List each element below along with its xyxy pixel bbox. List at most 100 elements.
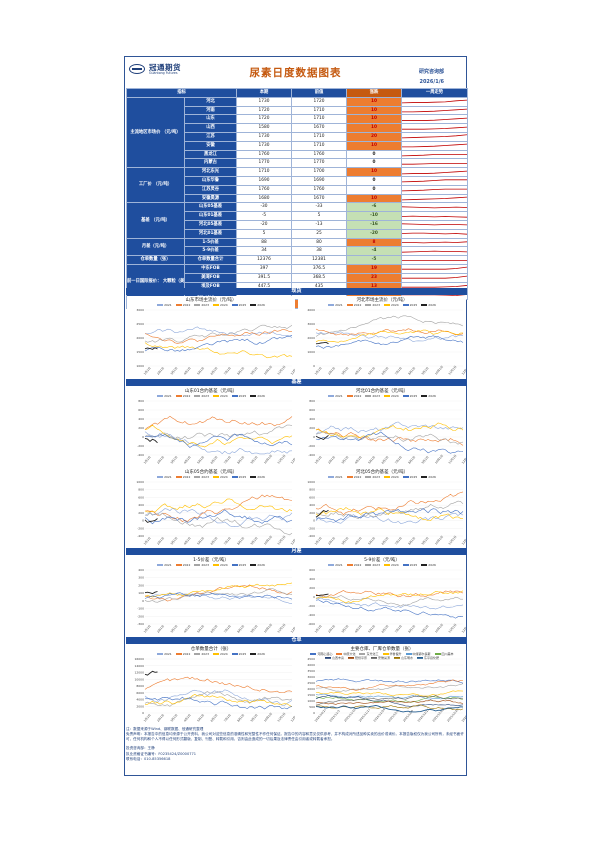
- section-warehouse: 仓单: [126, 637, 467, 644]
- x-tick-label: 11月1日: [447, 623, 457, 634]
- legend-item: 2025: [231, 303, 246, 307]
- series-line: [315, 421, 464, 435]
- x-tick-label: 11月1日: [276, 535, 286, 546]
- legend-item: 2024: [213, 563, 228, 567]
- change-value: 10: [346, 96, 402, 107]
- y-tick-label: 0: [313, 595, 315, 599]
- chart-title: 5-9价差（元/吨）: [364, 558, 400, 563]
- series-line: [144, 326, 293, 338]
- x-tick-label: 7月1日: [394, 624, 403, 634]
- legend-item: 东光化工: [359, 652, 379, 656]
- chart-title: 河北05合约基差（元/吨）: [355, 470, 409, 475]
- table-row: 月差（元/吨） 1-5价差 88 80 8: [126, 237, 468, 257]
- sparkline-line: [402, 196, 467, 201]
- weekly-trend-sparkline: [401, 237, 468, 248]
- x-tick-label: 9月1日: [421, 536, 430, 546]
- sparkline-line: [402, 241, 467, 244]
- x-tick-label: 4月1日: [183, 624, 192, 634]
- sparkline-line: [402, 206, 467, 209]
- x-tick-label: 11月1日: [276, 623, 286, 634]
- chart-legend: 2021 2022 2023 2024 2025 2026: [127, 475, 295, 479]
- weekly-trend-sparkline: [401, 219, 468, 230]
- x-tick-label: 10月1日: [434, 454, 444, 465]
- y-tick-label: 200: [309, 426, 315, 430]
- legend-item: 2026: [421, 394, 436, 398]
- chart-basis-hebei-05: 河北05合约基差（元/吨） 2021 2022 2023 2024 2025 2026 100…: [298, 468, 466, 548]
- x-tick-label: 6月1日: [381, 536, 390, 546]
- change-value: -4: [346, 246, 402, 257]
- row-indicator-name: 仓单数量合计: [184, 255, 237, 265]
- legend-item: 2026: [421, 563, 436, 567]
- previous-value: 1670: [291, 193, 347, 204]
- series-line: [315, 599, 464, 619]
- weekly-trend-sparkline: [401, 131, 468, 142]
- x-tick-label: 10月1日: [263, 535, 273, 546]
- change-value: 10: [346, 114, 402, 125]
- current-value: 1720: [236, 105, 292, 116]
- x-tick-label: 12月1日: [290, 365, 295, 376]
- series-line: [144, 329, 292, 344]
- y-tick-label: 800: [309, 488, 315, 492]
- legend-item: 2026: [250, 394, 265, 398]
- chart-legend: 2021 2022 2023 2024 2025 2026: [127, 394, 295, 398]
- sparkline-line: [402, 170, 467, 174]
- x-tick-label: 1月1日: [143, 536, 152, 546]
- weekly-trend-sparkline: [401, 96, 468, 107]
- series-line: [315, 500, 464, 520]
- x-tick-label: 9月1日: [250, 536, 259, 546]
- series-line: [144, 694, 293, 708]
- series-line: [315, 590, 464, 598]
- footer-author: 投资咨询部：王静: [126, 746, 155, 750]
- series-line: [315, 704, 464, 713]
- x-tick-label: 2月1日: [327, 536, 336, 546]
- x-tick-label: 4月1日: [354, 366, 363, 376]
- y-tick-label: 1000: [307, 480, 315, 484]
- previous-value: 1760: [291, 184, 347, 195]
- legend-item: 2022: [175, 394, 190, 398]
- previous-value: 12381: [291, 255, 347, 265]
- y-tick-label: -200: [137, 526, 144, 530]
- y-tick-label: 600: [138, 408, 144, 412]
- row-indicator-name: 黑龙江: [184, 149, 237, 160]
- weekly-trend-sparkline: [401, 175, 468, 186]
- change-value: 23: [346, 272, 402, 283]
- sparkline-line: [402, 143, 467, 148]
- y-tick-label: 4000: [307, 308, 315, 312]
- y-tick-label: 1500: [136, 350, 144, 354]
- sparkline-line: [402, 117, 467, 121]
- y-tick-label: -400: [308, 534, 315, 538]
- chart-title: 山东01合约基差（元/吨）: [184, 389, 238, 394]
- notes-block: 注：数据来源于Wind、钢联数据、冠通研究整理 免责声明：本报告中的信息均来源于…: [126, 726, 467, 742]
- legend-item: 2025: [402, 475, 417, 479]
- series-line: [144, 433, 293, 448]
- y-tick-label: 0: [142, 711, 144, 715]
- legend-item: 四川美丰: [434, 652, 454, 656]
- legend-item: 2025: [402, 303, 417, 307]
- legend-item: 2025: [231, 394, 246, 398]
- chart-title: 仓单数量合计（张）: [190, 647, 232, 652]
- legend-item: 2022: [175, 652, 190, 656]
- y-tick-label: 3000: [307, 675, 315, 679]
- weekly-trend-sparkline: [401, 202, 468, 213]
- series-line: [144, 424, 293, 440]
- y-tick-label: 4000: [136, 698, 144, 702]
- previous-value: 1690: [291, 175, 347, 186]
- table-row: 江苏 1730 1710 20: [127, 131, 468, 142]
- series-line: [315, 508, 464, 522]
- series-line: [315, 422, 464, 439]
- chart-basis-hebei-01: 河北01合约基差（元/吨） 2021 2022 2023 2024 2025 2026 800…: [298, 387, 466, 467]
- x-tick-label: 7月1日: [223, 455, 232, 465]
- change-value: 0: [346, 175, 402, 186]
- legend-item: 2026: [421, 303, 436, 307]
- y-tick-label: -200: [308, 604, 315, 608]
- x-tick-label: 6月1日: [210, 536, 219, 546]
- section-spot: 现货: [126, 288, 467, 295]
- report-date: 2026/1/6: [419, 79, 444, 85]
- table-row: 工厂价 （元/吨） 河北东光 1710 1700 10: [126, 167, 468, 204]
- x-tick-label: 2026/1/5: [461, 710, 466, 722]
- chart-legend: 2021 2022 2023 2024 2025 2026: [298, 303, 466, 307]
- weekly-trend-sparkline: [401, 255, 468, 265]
- sparkline-line: [402, 223, 467, 226]
- y-tick-label: 2500: [136, 322, 144, 326]
